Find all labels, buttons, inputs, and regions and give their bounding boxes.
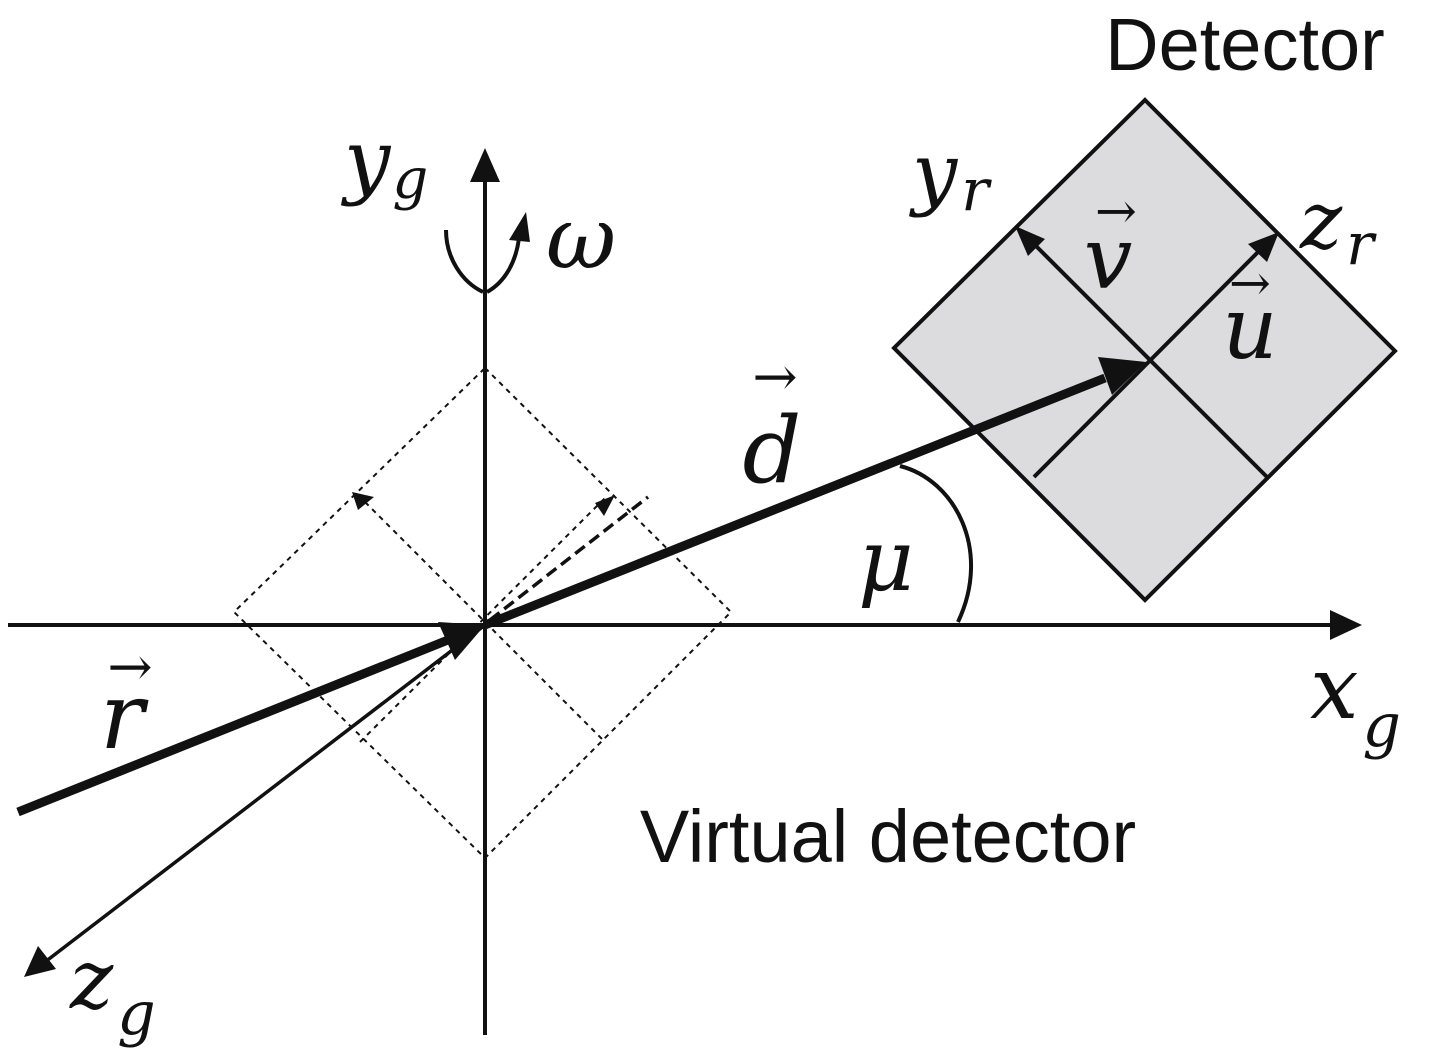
r-vector-label: → r	[100, 635, 153, 770]
virtual-detector-title: Virtual detector	[640, 795, 1136, 878]
zg-label: zg	[69, 933, 156, 1049]
detector-line-u	[1032, 235, 1275, 479]
d-vector-arrow-glyph: →	[752, 345, 797, 408]
omega-rotation-left	[444, 229, 484, 294]
v-vector-arrow-glyph: →	[1095, 182, 1137, 240]
detector	[891, 97, 1398, 603]
virtual-detector	[232, 366, 733, 860]
virtual-v-arrowhead	[352, 492, 374, 510]
virtual-detector-outline	[232, 366, 733, 860]
zr-label: zr	[1299, 174, 1377, 278]
r-vector-arrowhead	[438, 622, 485, 660]
v-vector-label: → v	[1084, 182, 1137, 309]
yr-label: yr	[909, 126, 992, 224]
z-axis-line	[43, 623, 487, 964]
virtual-detector-diagonal-a	[357, 494, 606, 743]
mu-label: μ	[858, 511, 914, 611]
y-axis-arrowhead	[470, 148, 500, 182]
global-axes	[8, 180, 1335, 1035]
d-vector-line	[483, 373, 1107, 630]
x-axis-arrowhead	[1330, 610, 1362, 640]
u-arrowhead	[1248, 232, 1279, 262]
d-vector-letter: d	[743, 397, 802, 504]
mu-angle-arc	[899, 464, 974, 623]
omega-label: ω	[546, 189, 616, 289]
omega-arrowhead	[509, 212, 530, 242]
v-arrowhead	[1015, 226, 1045, 256]
detector-title: Detector	[1105, 3, 1385, 86]
r-vector-line	[16, 635, 450, 817]
virtual-detector-diagonal-b	[359, 494, 609, 743]
omega-rotation-right	[485, 237, 521, 294]
u-vector-letter: u	[1222, 279, 1277, 379]
z-axis-arrowhead	[24, 946, 56, 977]
virtual-u-arrowhead	[595, 495, 615, 516]
d-vector-arrowhead	[1098, 357, 1146, 395]
yg-label: yg	[340, 113, 428, 212]
virtual-d-dashed-line	[488, 495, 650, 622]
v-vector-letter: v	[1084, 209, 1133, 309]
u-vector-label: → u	[1222, 254, 1277, 379]
u-vector-arrow-glyph: →	[1229, 254, 1271, 312]
d-vector-label: → d	[743, 345, 802, 504]
r-vector-letter: r	[100, 663, 149, 770]
r-vector-arrow-glyph: →	[107, 635, 152, 698]
detector-panel	[891, 97, 1398, 603]
xg-label: xg	[1310, 639, 1401, 761]
detector-line-v	[1023, 233, 1270, 480]
